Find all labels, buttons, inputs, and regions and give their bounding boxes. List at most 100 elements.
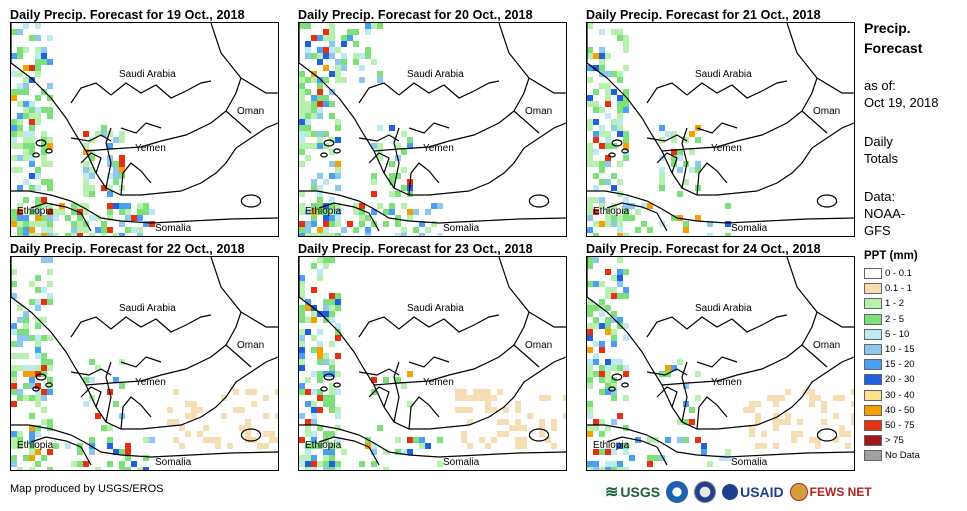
precip-cell (341, 449, 347, 455)
precip-cell (119, 467, 125, 470)
precip-cell (23, 215, 29, 221)
precip-cell (101, 125, 107, 131)
precip-cell (83, 191, 89, 197)
precip-cell (689, 149, 695, 155)
precip-cell (365, 29, 371, 35)
legend-label: 5 - 10 (885, 328, 910, 340)
precip-cell (587, 47, 593, 53)
precip-cell (431, 203, 437, 209)
precip-cell (647, 461, 653, 467)
boundary-line (11, 257, 212, 338)
precip-cell (587, 263, 593, 269)
precip-cell (623, 293, 629, 299)
precip-cell (29, 65, 35, 71)
legend-label: 10 - 15 (885, 344, 915, 356)
precip-cell (329, 113, 335, 119)
precip-cell (617, 467, 623, 470)
precip-cell (683, 437, 689, 443)
precip-cell (599, 131, 605, 137)
precip-cell (47, 203, 53, 209)
precip-cell (305, 143, 311, 149)
precip-cell (617, 269, 623, 275)
island-outline (816, 428, 838, 442)
island-outline (608, 386, 616, 392)
precip-cell (41, 197, 47, 203)
precip-cell (35, 71, 41, 77)
boundary-line (661, 344, 803, 386)
precip-cell (839, 431, 845, 437)
precip-cell (11, 383, 17, 389)
precip-cell (35, 185, 41, 191)
boundary-line (210, 257, 242, 313)
precip-cell (659, 455, 665, 461)
precip-cell (659, 125, 665, 131)
label-ethiopia: Ethiopia (305, 206, 342, 217)
precip-cell (371, 377, 377, 383)
precip-cell (689, 131, 695, 137)
precip-cell (587, 401, 593, 407)
precip-cell (383, 209, 389, 215)
precip-cell (125, 227, 131, 233)
precip-cell (119, 173, 125, 179)
precip-cell (35, 95, 41, 101)
precip-cell (467, 419, 473, 425)
precip-cell (317, 131, 323, 137)
precip-cell (419, 221, 425, 227)
noaa-logo-icon (666, 481, 689, 503)
label-yemen: Yemen (135, 143, 166, 154)
legend-item: 30 - 40 (864, 389, 915, 402)
label-somalia: Somalia (731, 223, 768, 234)
precip-cell (299, 383, 305, 389)
precip-cell (305, 419, 311, 425)
boundary-line (696, 356, 738, 368)
precip-cell (41, 53, 47, 59)
precip-cell (671, 365, 677, 371)
precip-cell (239, 407, 245, 413)
precip-cell (35, 341, 41, 347)
precip-cell (299, 71, 305, 77)
precip-cell (11, 341, 17, 347)
precip-cell (401, 233, 407, 236)
precip-cell (41, 47, 47, 53)
precip-cell (317, 143, 323, 149)
precip-cell (659, 167, 665, 173)
legend-swatch (864, 344, 882, 355)
precip-cell (329, 407, 335, 413)
precip-cell (83, 203, 89, 209)
precip-cell (833, 413, 839, 419)
precip-cell (605, 95, 611, 101)
precip-cell (617, 317, 623, 323)
panel-title: Daily Precip. Forecast for 20 Oct., 2018 (298, 8, 533, 22)
precip-cell (17, 29, 23, 35)
legend-label: 15 - 20 (885, 359, 915, 371)
precip-cell (305, 431, 311, 437)
precip-cell (299, 275, 305, 281)
precip-cell (311, 101, 317, 107)
island-outline (528, 194, 550, 208)
precip-cell (611, 467, 617, 470)
precip-cell (305, 131, 311, 137)
precip-cell (35, 107, 41, 113)
label-somalia: Somalia (731, 457, 768, 468)
precip-cell (47, 449, 53, 455)
precip-cell (317, 275, 323, 281)
precip-cell (107, 161, 113, 167)
precip-cell (35, 461, 41, 467)
precip-cell (317, 83, 323, 89)
precip-cell (593, 131, 599, 137)
precip-cell (623, 203, 629, 209)
precip-cell (599, 299, 605, 305)
precip-cell (665, 365, 671, 371)
precip-cell (551, 425, 557, 431)
precip-cell (107, 191, 113, 197)
precip-cell (635, 227, 641, 233)
precip-cell (515, 443, 521, 449)
precip-cell (761, 443, 767, 449)
precip-cell (35, 53, 41, 59)
precip-cell (311, 215, 317, 221)
precip-cell (11, 323, 17, 329)
precip-cell (23, 143, 29, 149)
precip-cell (17, 71, 23, 77)
precip-cell (437, 233, 443, 236)
precip-cell (587, 209, 593, 215)
